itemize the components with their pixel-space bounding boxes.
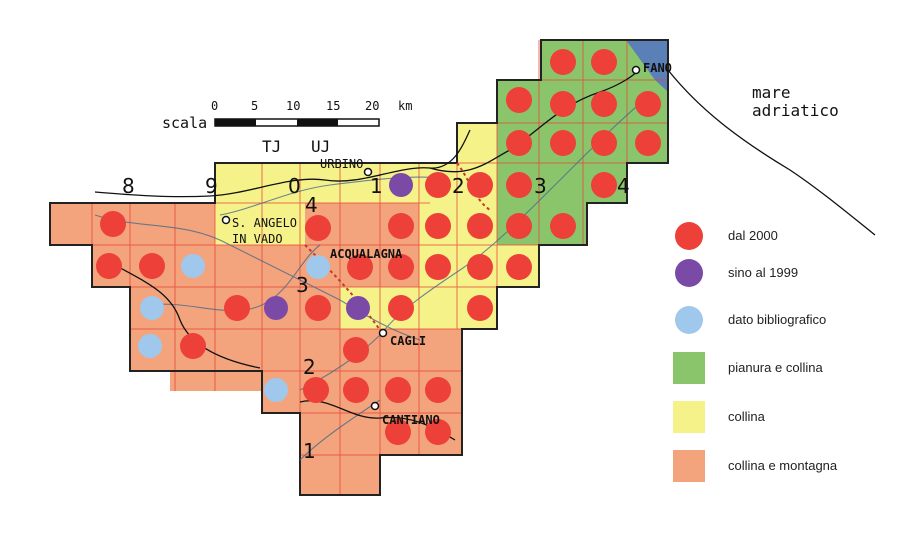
sea-label-line-2: adriatico <box>752 101 839 120</box>
sea-area <box>626 40 668 92</box>
grid-number-2: 2 <box>452 174 465 198</box>
grid-number-3: 3 <box>534 174 547 198</box>
scale-unit: km <box>398 99 412 113</box>
region-outline <box>49 39 669 496</box>
grid-number-9: 9 <box>205 174 218 198</box>
legend-label-collina: collina <box>728 409 766 424</box>
town-label-fano: FANO <box>643 61 672 75</box>
column-code-tj: TJ <box>262 137 281 156</box>
sino-al-1999-points <box>264 173 413 320</box>
dal-2000-points <box>96 49 661 445</box>
legend-symbol-pianura-e-collina <box>673 352 705 384</box>
scale-tick-10: 10 <box>286 99 300 113</box>
town-markers <box>221 65 641 411</box>
grid-number-row-2: 2 <box>303 355 316 379</box>
scale-tick-5: 5 <box>251 99 258 113</box>
dato-bibliografico-points <box>138 254 330 402</box>
column-code-uj: UJ <box>311 137 330 156</box>
legend-symbol-collina-e-montagna <box>673 450 705 482</box>
scale-tick-15: 15 <box>326 99 340 113</box>
scale-bar: scala 0 5 10 15 20 km <box>162 99 412 132</box>
legend-symbol-dal-2000 <box>675 222 703 250</box>
legend-label-collina-e-montagna: collina e montagna <box>728 458 838 473</box>
grid-number-1: 1 <box>370 174 383 198</box>
grid-number-8: 8 <box>122 174 135 198</box>
legend-label-dato-bibliografico: dato bibliografico <box>728 312 826 327</box>
grid-number-0: 0 <box>288 174 301 198</box>
legend: dal 2000 sino al 1999 dato bibliografico… <box>673 222 838 482</box>
grid-number-4: 4 <box>617 174 630 198</box>
town-label-cantiano: CANTIANO <box>382 413 440 427</box>
grid-number-row-4: 4 <box>305 193 318 217</box>
scale-label: scala <box>162 114 207 132</box>
town-label-acqualagna: ACQUALAGNA <box>330 247 403 261</box>
legend-symbol-sino-al-1999 <box>675 259 703 287</box>
grid-number-row-3: 3 <box>296 273 309 297</box>
scale-tick-20: 20 <box>365 99 379 113</box>
town-label-s-angelo: S. ANGELO <box>232 216 297 230</box>
town-label-cagli: CAGLI <box>390 334 426 348</box>
legend-symbol-dato-bibliografico <box>675 306 703 334</box>
town-label-urbino: URBINO <box>320 157 363 171</box>
legend-symbol-collina <box>673 401 705 433</box>
legend-label-pianura-e-collina: pianura e collina <box>728 360 823 375</box>
legend-label-dal-2000: dal 2000 <box>728 228 778 243</box>
legend-label-sino-al-1999: sino al 1999 <box>728 265 798 280</box>
scale-tick-0: 0 <box>211 99 218 113</box>
grid-number-row-1: 1 <box>303 439 316 463</box>
town-label-in-vado: IN VADO <box>232 232 283 246</box>
sea-label-line-1: mare <box>752 83 791 102</box>
